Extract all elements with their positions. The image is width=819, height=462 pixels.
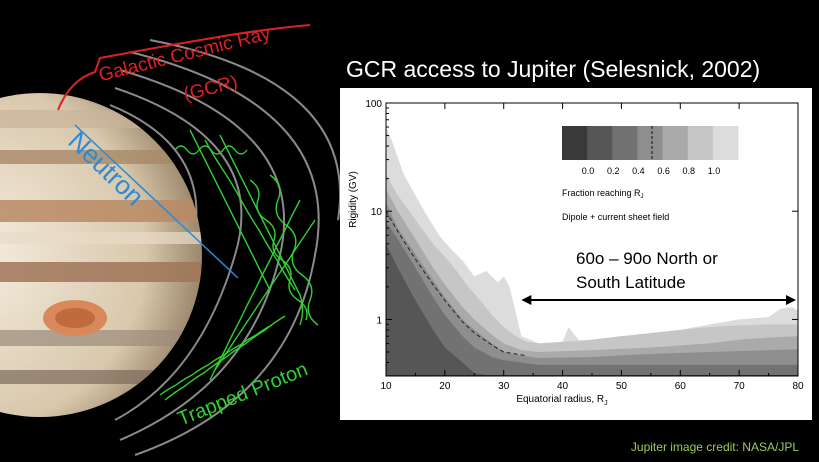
y-axis-label: Rigidity (GV) — [348, 171, 359, 228]
legend-swatch — [662, 126, 689, 160]
annotation-line2: South Latitude — [576, 273, 686, 292]
fraction-half-dashed-line — [385, 210, 528, 357]
y-tick-label: 1 — [376, 315, 382, 326]
fraction-band-0 — [386, 243, 504, 376]
legend-swatch — [612, 126, 638, 160]
legend-tick-label: 0.6 — [657, 166, 670, 176]
legend-swatch — [712, 126, 739, 160]
gcr-abbrev-label: (GCR) — [181, 72, 239, 106]
arrow-head-left — [521, 295, 532, 305]
latitude-annotation: 60o – 90o North or South Latitude — [521, 249, 796, 305]
x-tick-label: 70 — [734, 381, 746, 392]
trapped-proton-paths — [159, 129, 319, 401]
legend-tick-label: 0.4 — [632, 166, 645, 176]
legend-swatch — [562, 126, 588, 160]
x-tick-label: 20 — [439, 381, 451, 392]
legend-tick-label: 0.0 — [582, 166, 595, 176]
neutron-path — [74, 124, 239, 279]
annotation-line1: 60o – 90o North or — [576, 249, 718, 268]
jupiter-planet — [0, 93, 202, 417]
x-tick-label: 60 — [675, 381, 687, 392]
image-credit: Jupiter image credit: NASA/JPL — [630, 440, 799, 454]
gcr-trajectory — [57, 24, 311, 111]
legend-swatch — [637, 126, 664, 160]
x-tick-label: 80 — [792, 381, 804, 392]
chart-panel: 10 20 30 40 50 60 70 80 1 10 100 Equatorial radius,… — [340, 88, 812, 420]
rigidity-chart: 10 20 30 40 50 60 70 80 1 10 100 Equatorial radius,… — [348, 99, 804, 407]
legend-title: Fraction reaching RJ — [562, 188, 644, 200]
jupiter-illustration: Galactic Cosmic Ray (GCR) Neutron Trappe… — [0, 23, 340, 456]
fraction-band-0-8 — [386, 174, 798, 376]
legend-swatch — [687, 126, 714, 160]
legend-tick-label: 0.2 — [607, 166, 620, 176]
x-tick-label: 10 — [380, 381, 392, 392]
y-tick-label: 10 — [371, 207, 383, 218]
legend-tick-label: 1.0 — [708, 166, 721, 176]
legend-swatch — [587, 126, 613, 160]
slide-title: GCR access to Jupiter (Selesnick, 2002) — [346, 56, 761, 82]
y-tick-label: 100 — [365, 99, 382, 110]
x-axis-label: Equatorial radius, RJ — [516, 394, 607, 407]
legend-subtitle: Dipole + current sheet field — [562, 212, 669, 222]
legend-tick-label: 0.8 — [683, 166, 696, 176]
legend-title-subscript: J — [641, 194, 644, 200]
x-tick-label: 30 — [498, 381, 510, 392]
arrow-head-right — [786, 295, 796, 305]
x-axis-label-subscript: J — [604, 400, 608, 407]
chart-legend: 0.0 0.2 0.4 0.6 0.8 1.0 Fraction reaching RJ Di… — [562, 126, 739, 222]
x-tick-label: 40 — [557, 381, 569, 392]
x-tick-label: 50 — [616, 381, 628, 392]
chart-axes: 10 20 30 40 50 60 70 80 1 10 100 Equatorial radius,… — [348, 99, 804, 407]
